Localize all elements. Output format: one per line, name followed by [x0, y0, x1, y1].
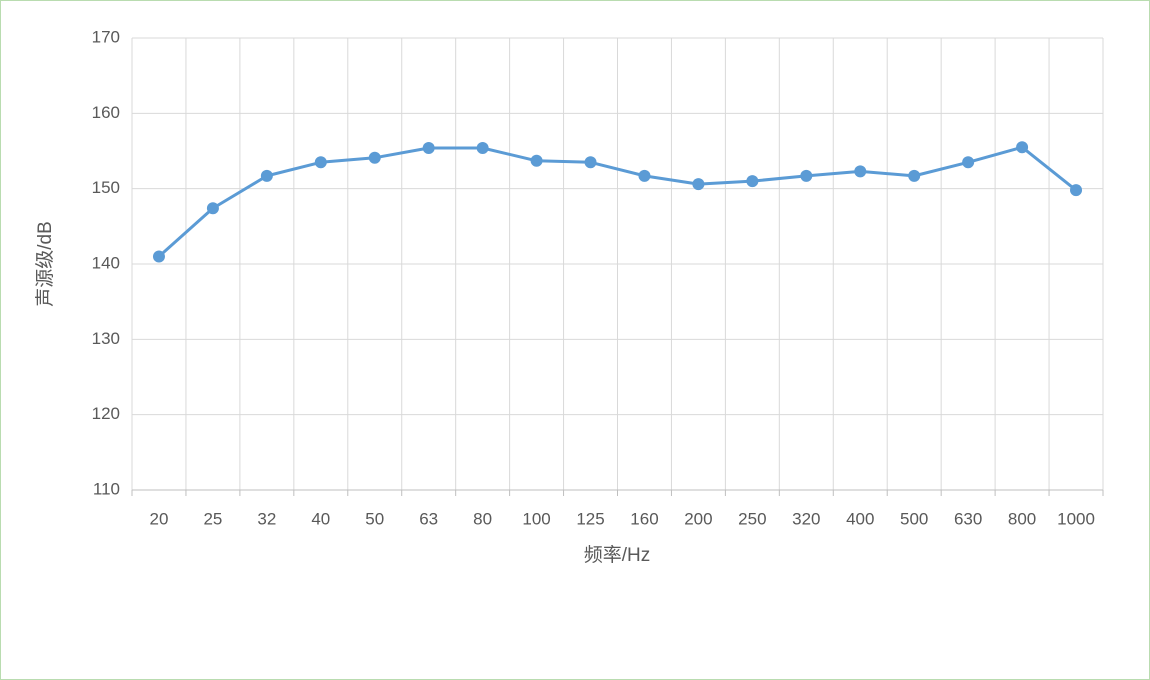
x-tick-label: 125 — [576, 509, 604, 528]
x-tick-label: 63 — [419, 509, 438, 528]
data-point — [908, 169, 921, 182]
data-point — [638, 169, 651, 182]
data-point — [476, 141, 489, 154]
x-tick-label: 80 — [473, 509, 492, 528]
data-point — [152, 250, 165, 263]
data-point — [746, 175, 759, 188]
x-axis-title: 频率/Hz — [584, 544, 651, 566]
data-point — [1016, 141, 1029, 154]
data-point — [422, 141, 435, 154]
data-point — [314, 156, 327, 169]
x-tick-label: 400 — [846, 509, 874, 528]
data-line — [157, 145, 1077, 258]
x-tick-label: 20 — [150, 509, 169, 528]
data-point — [584, 156, 597, 169]
data-point — [962, 156, 975, 169]
x-tick-label: 200 — [684, 509, 712, 528]
y-tick-label: 150 — [92, 178, 120, 197]
x-tick-label: 250 — [738, 509, 766, 528]
data-point — [206, 202, 219, 215]
data-point — [854, 165, 867, 178]
x-tick-label: 800 — [1008, 509, 1036, 528]
x-tick-label: 50 — [365, 509, 384, 528]
x-tick-label: 320 — [792, 509, 820, 528]
data-point — [692, 178, 705, 191]
x-tick-label: 100 — [522, 509, 550, 528]
data-point — [800, 169, 813, 182]
data-point — [530, 154, 543, 167]
y-axis-title: 声源级/dB — [34, 221, 56, 307]
x-tick-label: 25 — [203, 509, 222, 528]
y-tick-label: 120 — [92, 404, 120, 423]
y-tick-label: 130 — [92, 329, 120, 348]
y-tick-label: 170 — [92, 27, 120, 46]
data-point — [1070, 184, 1083, 197]
x-tick-label: 630 — [954, 509, 982, 528]
y-tick-label: 140 — [92, 253, 120, 272]
data-point — [260, 169, 273, 182]
x-tick-label: 40 — [311, 509, 330, 528]
y-tick-label: 160 — [92, 103, 120, 122]
x-tick-label: 500 — [900, 509, 928, 528]
x-tick-label: 160 — [630, 509, 658, 528]
x-tick-label: 32 — [257, 509, 276, 528]
data-point — [368, 151, 381, 164]
y-tick-label: 110 — [93, 479, 120, 498]
x-tick-label: 1000 — [1057, 509, 1095, 528]
